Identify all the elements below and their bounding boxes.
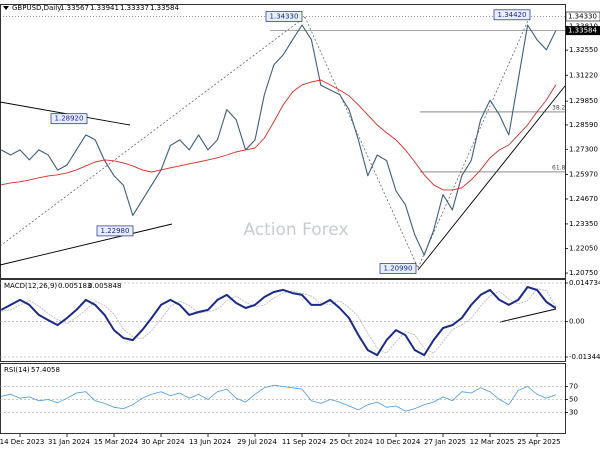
- y-tick-label: 1.29850: [569, 97, 598, 105]
- series-line: [0, 286, 557, 357]
- y-tick-label: 1.24670: [569, 195, 598, 203]
- y-tick-label: 70: [569, 383, 578, 391]
- annotation-box: [265, 11, 303, 22]
- x-tick-label: 25 Apr 2025: [517, 438, 560, 446]
- rsi-title: RSI(14): [4, 366, 30, 374]
- x-tick-label: 12 Mar 2025: [470, 438, 514, 446]
- y-tick-label: 50: [569, 396, 578, 404]
- annotation-box: [50, 113, 88, 125]
- axis-marker-label: 1.34330: [568, 13, 597, 21]
- projection-line: [417, 15, 531, 269]
- x-tick-label: 10 Dec 2024: [376, 438, 421, 446]
- y-tick-label: 1.25970: [569, 170, 598, 178]
- annotation-box: [96, 225, 134, 237]
- y-tick-label: 1.31220: [569, 71, 598, 79]
- x-tick-label: 27 Jan 2025: [424, 438, 466, 446]
- macd-title: MACD(12,26,9): [4, 282, 57, 290]
- macd-panel: [0, 279, 566, 362]
- x-tick-label: 30 Apr 2024: [141, 438, 185, 446]
- x-tick-label: 31 Jan 2024: [48, 438, 91, 446]
- annotation-label: 1.28920: [55, 115, 84, 123]
- menu-triangle: [3, 6, 9, 10]
- projection-line: [304, 16, 419, 269]
- axis-marker-box: [566, 26, 600, 36]
- high-value: 1.33941: [90, 4, 119, 12]
- x-tick-label: 25 Oct 2024: [329, 438, 373, 446]
- axis-marker-label: 1.33584: [568, 27, 597, 35]
- annotation-label: 1.34420: [498, 11, 527, 19]
- annotation-box: [493, 9, 531, 21]
- x-tick-label: 11 Sep 2024: [282, 438, 327, 446]
- watermark: Action Forex: [243, 220, 348, 240]
- annotation-label: 1.20990: [384, 264, 413, 272]
- y-tick-label: 1.23350: [569, 220, 598, 228]
- fib-label: 38.2: [552, 104, 566, 111]
- trendline: [499, 308, 557, 323]
- open-value: 1.33567: [60, 4, 89, 12]
- y-tick-label: 0.00: [569, 318, 585, 326]
- annotation-box: [379, 263, 417, 274]
- price-panel: [0, 4, 566, 279]
- low-value: 1.33337: [120, 4, 149, 12]
- series-line: [0, 24, 557, 256]
- x-tick-label: 14 Dec 2023: [0, 438, 44, 446]
- close-value: 1.33584: [150, 4, 179, 12]
- annotation-label: 1.22980: [101, 227, 130, 235]
- y-tick-label: 1.22050: [569, 244, 598, 252]
- annotation-label: 1.34330: [270, 13, 299, 21]
- trendlines: [0, 85, 566, 323]
- fib-label: 61.8: [552, 164, 566, 171]
- projection-line: [0, 16, 306, 247]
- y-tick-label: 1.20750: [569, 269, 598, 277]
- projection-lines: [0, 15, 531, 269]
- axis-marker-box: [565, 11, 600, 22]
- y-tick-label: 1.32550: [569, 46, 598, 54]
- rsi-value: 57.4058: [31, 366, 60, 374]
- y-tick-label: 0.014734: [569, 279, 600, 287]
- series-line: [1, 288, 557, 354]
- macd-value: 0.005183: [58, 282, 91, 290]
- y-tick-label: 1.28590: [569, 121, 598, 129]
- rsi-panel: [0, 363, 566, 434]
- y-tick-label: 30: [569, 409, 578, 417]
- y-tick-label: 1.27300: [569, 145, 598, 153]
- symbol-title: GBPUSD,Daily: [12, 4, 61, 12]
- y-tick-label: -0.013442: [569, 353, 600, 361]
- trendline: [0, 223, 173, 266]
- signal-value: 0.005848: [88, 282, 121, 290]
- trendline: [417, 85, 566, 271]
- x-tick-label: 13 Jun 2024: [189, 438, 232, 446]
- x-tick-label: 29 Jul 2024: [237, 438, 277, 446]
- series-line: [1, 79, 557, 191]
- series-line: [1, 384, 556, 412]
- x-tick-label: 15 Mar 2024: [94, 438, 139, 446]
